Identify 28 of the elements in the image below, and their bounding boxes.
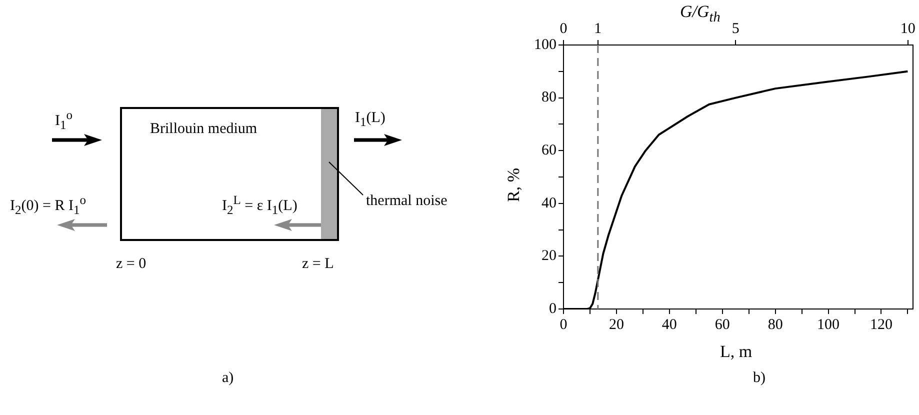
text: a) [222, 370, 234, 387]
y-tick-label: 20 [542, 248, 556, 264]
text: b) [753, 370, 766, 387]
x2-axis-title: G/G$_{th}$ [680, 2, 720, 26]
x-tick-label: 60 [714, 316, 730, 333]
text: thermal noise [366, 193, 448, 210]
x-tick-label: 100 [817, 316, 840, 333]
text: Brillouin medium [150, 121, 258, 138]
y-axis-title: R, % [504, 168, 524, 202]
y-tick-label: 40 [542, 195, 556, 212]
y-tick-label: 80 [542, 90, 556, 106]
text: z = 0 [116, 256, 146, 273]
x-axis-title: L, m [720, 342, 752, 362]
x2-tick-label: 1 [594, 20, 602, 37]
y-tick-label: 100 [534, 36, 556, 53]
text: I$_{1}$(L) [355, 110, 386, 130]
text: I$_{2}$$^{L}$ = ε I$_{1}$(L) [222, 193, 298, 218]
x-tick-label: 0 [560, 316, 568, 333]
y-tick-label: 0 [549, 300, 556, 317]
x-tick-label: 20 [608, 316, 624, 333]
x2-tick-label: 0 [560, 20, 568, 37]
text: z = L [302, 256, 334, 273]
x2-tick-label: 5 [732, 20, 740, 37]
x-tick-label: 40 [662, 316, 677, 333]
y-tick-label: 60 [542, 142, 556, 159]
x2-tick-label: 10 [900, 20, 916, 37]
x-tick-label: 80 [768, 316, 783, 333]
x-tick-label: 120 [870, 316, 892, 333]
